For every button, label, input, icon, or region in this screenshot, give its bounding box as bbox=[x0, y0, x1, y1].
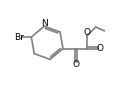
Text: Br: Br bbox=[14, 33, 24, 42]
Text: N: N bbox=[41, 19, 48, 28]
Text: O: O bbox=[73, 60, 80, 69]
Text: O: O bbox=[96, 44, 103, 53]
Text: O: O bbox=[84, 28, 91, 37]
